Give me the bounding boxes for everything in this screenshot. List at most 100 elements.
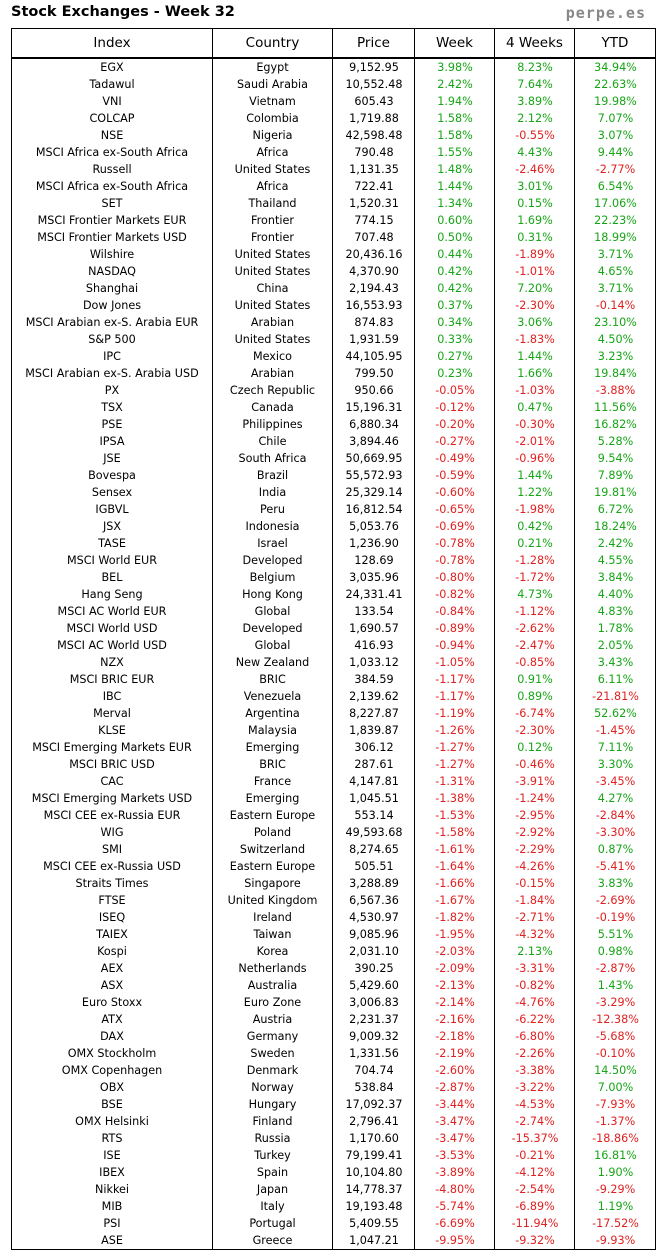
table-row: MSCI World EUR Developed 128.69 -0.78% -1.28… (11, 552, 656, 569)
index-cell: ISE (11, 1147, 213, 1164)
country-cell: Euro Zone (212, 994, 333, 1011)
ytd-change-cell: 4.27% (574, 790, 656, 807)
four-weeks-change-cell: 7.64% (494, 76, 575, 93)
four-weeks-change-cell: -3.38% (494, 1062, 575, 1079)
price-cell: 10,552.48 (332, 76, 415, 93)
price-cell: 8,274.65 (332, 841, 415, 858)
table-row: S&P 500 United States 1,931.59 0.33% -1.83% 4… (11, 331, 656, 348)
ytd-change-cell: 3.43% (574, 654, 656, 671)
country-cell: Venezuela (212, 688, 333, 705)
table-row: Wilshire United States 20,436.16 0.44% -1.89… (11, 246, 656, 263)
ytd-change-cell: 1.43% (574, 977, 656, 994)
price-cell: 306.12 (332, 739, 415, 756)
index-cell: MSCI Frontier Markets EUR (11, 212, 213, 229)
four-weeks-change-cell: 0.42% (494, 518, 575, 535)
table-row: TASE Israel 1,236.90 -0.78% 0.21% 2.42% (11, 535, 656, 552)
week-change-cell: -2.18% (414, 1028, 495, 1045)
four-weeks-change-cell: 2.12% (494, 110, 575, 127)
week-change-cell: -3.47% (414, 1130, 495, 1147)
four-weeks-change-cell: -2.92% (494, 824, 575, 841)
country-cell: Colombia (212, 110, 333, 127)
index-cell: TSX (11, 399, 213, 416)
price-cell: 2,796.41 (332, 1113, 415, 1130)
table-row: Nikkei Japan 14,778.37 -4.80% -2.54% -9.29% (11, 1181, 656, 1198)
price-cell: 722.41 (332, 178, 415, 195)
country-cell: Global (212, 603, 333, 620)
week-change-cell: -3.47% (414, 1113, 495, 1130)
table-header: Index Country Price Week 4 Weeks YTD (11, 28, 656, 59)
index-cell: BSE (11, 1096, 213, 1113)
ytd-change-cell: 1.78% (574, 620, 656, 637)
table-row: PSE Philippines 6,880.34 -0.20% -0.30% 16.82% (11, 416, 656, 433)
site-watermark: perpe.es (565, 4, 646, 22)
four-weeks-change-cell: -1.89% (494, 246, 575, 263)
index-cell: S&P 500 (11, 331, 213, 348)
week-change-cell: 0.42% (414, 280, 495, 297)
week-change-cell: -0.27% (414, 433, 495, 450)
country-cell: Sweden (212, 1045, 333, 1062)
four-weeks-change-cell: 1.69% (494, 212, 575, 229)
table-row: ATX Austria 2,231.37 -2.16% -6.22% -12.38% (11, 1011, 656, 1028)
week-change-cell: -2.19% (414, 1045, 495, 1062)
ytd-change-cell: -5.68% (574, 1028, 656, 1045)
column-header-price: Price (332, 28, 415, 59)
table-row: Bovespa Brazil 55,572.93 -0.59% 1.44% 7.89% (11, 467, 656, 484)
index-cell: ISEQ (11, 909, 213, 926)
country-cell: Finland (212, 1113, 333, 1130)
ytd-change-cell: -3.29% (574, 994, 656, 1011)
index-cell: PX (11, 382, 213, 399)
price-cell: 49,593.68 (332, 824, 415, 841)
table-row: WIG Poland 49,593.68 -1.58% -2.92% -3.30% (11, 824, 656, 841)
index-cell: VNI (11, 93, 213, 110)
week-change-cell: -0.94% (414, 637, 495, 654)
country-cell: Netherlands (212, 960, 333, 977)
price-cell: 4,370.90 (332, 263, 415, 280)
four-weeks-change-cell: -4.12% (494, 1164, 575, 1181)
price-cell: 9,085.96 (332, 926, 415, 943)
index-cell: AEX (11, 960, 213, 977)
week-change-cell: 1.48% (414, 161, 495, 178)
four-weeks-change-cell: -1.01% (494, 263, 575, 280)
table-row: Straits Times Singapore 3,288.89 -1.66% -0.1… (11, 875, 656, 892)
index-cell: NASDAQ (11, 263, 213, 280)
ytd-change-cell: 3.23% (574, 348, 656, 365)
ytd-change-cell: -3.30% (574, 824, 656, 841)
table-row: AEX Netherlands 390.25 -2.09% -3.31% -2.87% (11, 960, 656, 977)
table-row: JSX Indonesia 5,053.76 -0.69% 0.42% 18.24% (11, 518, 656, 535)
ytd-change-cell: 6.72% (574, 501, 656, 518)
table-row: Russell United States 1,131.35 1.48% -2.46% -… (11, 161, 656, 178)
ytd-change-cell: 6.54% (574, 178, 656, 195)
week-change-cell: -0.84% (414, 603, 495, 620)
table-row: MSCI Frontier Markets EUR Frontier 774.15 0… (11, 212, 656, 229)
week-change-cell: -0.59% (414, 467, 495, 484)
week-change-cell: -6.69% (414, 1215, 495, 1232)
price-cell: 874.83 (332, 314, 415, 331)
four-weeks-change-cell: -1.28% (494, 552, 575, 569)
price-cell: 1,839.87 (332, 722, 415, 739)
four-weeks-change-cell: -2.30% (494, 297, 575, 314)
table-row: CAC France 4,147.81 -1.31% -3.91% -3.45% (11, 773, 656, 790)
ytd-change-cell: -7.93% (574, 1096, 656, 1113)
ytd-change-cell: -18.86% (574, 1130, 656, 1147)
week-change-cell: -1.58% (414, 824, 495, 841)
ytd-change-cell: 3.71% (574, 280, 656, 297)
week-change-cell: -1.66% (414, 875, 495, 892)
index-cell: MSCI Emerging Markets EUR (11, 739, 213, 756)
price-cell: 79,199.41 (332, 1147, 415, 1164)
price-cell: 9,152.95 (332, 58, 415, 76)
country-cell: Brazil (212, 467, 333, 484)
index-cell: TAIEX (11, 926, 213, 943)
index-cell: MSCI AC World EUR (11, 603, 213, 620)
price-cell: 1,690.57 (332, 620, 415, 637)
ytd-change-cell: 4.65% (574, 263, 656, 280)
country-cell: Germany (212, 1028, 333, 1045)
price-cell: 707.48 (332, 229, 415, 246)
week-change-cell: 0.37% (414, 297, 495, 314)
country-cell: Mexico (212, 348, 333, 365)
price-cell: 14,778.37 (332, 1181, 415, 1198)
four-weeks-change-cell: -11.94% (494, 1215, 575, 1232)
index-cell: BEL (11, 569, 213, 586)
index-cell: CAC (11, 773, 213, 790)
week-change-cell: -1.95% (414, 926, 495, 943)
price-cell: 1,331.56 (332, 1045, 415, 1062)
